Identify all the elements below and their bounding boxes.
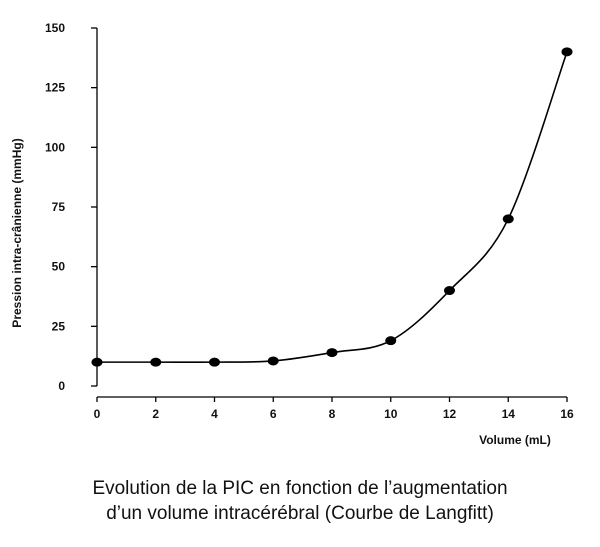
x-axis-title: Volume (mL) — [479, 433, 551, 447]
data-point — [561, 47, 573, 57]
x-tick-label: 6 — [270, 407, 277, 421]
y-axis: 0 25 50 75 100 125 150 — [45, 21, 98, 393]
data-point — [91, 357, 103, 367]
data-point — [150, 357, 162, 367]
y-tick-label: 50 — [52, 260, 66, 274]
data-point — [502, 214, 514, 224]
data-point — [326, 348, 338, 358]
x-tick-label: 12 — [443, 407, 457, 421]
y-axis-title: Pression intra-crânienne (mmHg) — [10, 138, 24, 327]
line-chart: 0 25 50 75 100 125 150 0 2 4 6 8 10 12 14 16 Pression … — [10, 21, 574, 447]
figure-caption: Evolution de la PIC en fonction de l’aug… — [0, 476, 600, 526]
x-tick-label: 2 — [152, 407, 159, 421]
caption-line-1: Evolution de la PIC en fonction de l’aug… — [92, 478, 508, 499]
x-tick-label: 16 — [560, 407, 574, 421]
x-tick-label: 8 — [329, 407, 336, 421]
x-tick-label: 14 — [502, 407, 516, 421]
data-point — [385, 336, 397, 346]
caption-line-2: d’un volume intracérébral (Courbe de Lan… — [106, 503, 494, 524]
data-point — [209, 357, 220, 367]
x-axis: 0 2 4 6 8 10 12 14 16 — [94, 396, 574, 421]
y-tick-label: 125 — [45, 81, 65, 95]
data-point — [267, 356, 279, 366]
x-tick-label: 10 — [384, 407, 398, 421]
x-tick-label: 4 — [211, 407, 218, 421]
y-tick-label: 0 — [58, 379, 65, 393]
y-tick-label: 75 — [52, 200, 66, 214]
series-layer — [91, 47, 573, 367]
data-point — [444, 286, 455, 296]
y-tick-label: 150 — [45, 21, 65, 35]
x-tick-label: 0 — [94, 407, 101, 421]
y-tick-label: 25 — [52, 319, 66, 333]
y-tick-label: 100 — [45, 140, 65, 154]
series-line — [97, 51, 568, 364]
